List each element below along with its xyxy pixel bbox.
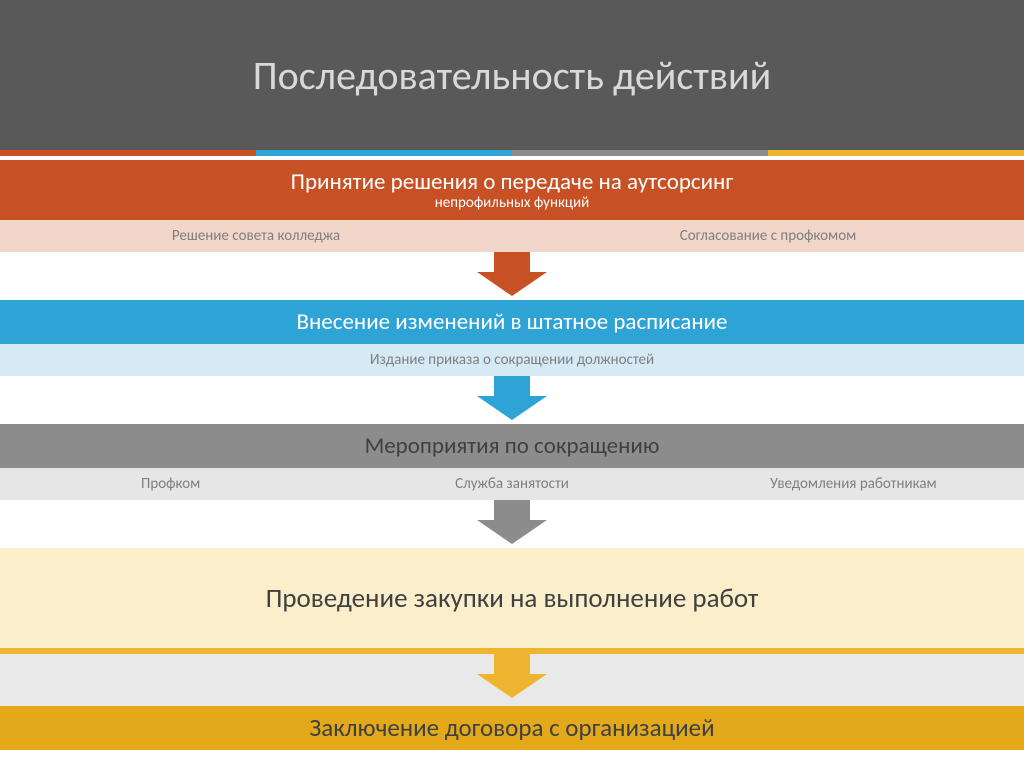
- slide-title-text: Последовательность действий: [253, 51, 771, 100]
- step-1-subtitle: непрофильных функций: [435, 195, 590, 212]
- stripe-blue: [256, 150, 512, 156]
- arrow-3: [0, 500, 1024, 548]
- arrow-1: [0, 252, 1024, 300]
- stripe-yellow: [768, 150, 1024, 156]
- step-1-sub-b: Согласование с профкомом: [512, 220, 1024, 252]
- accent-stripes: [0, 150, 1024, 156]
- arrow-down-icon: [472, 654, 552, 698]
- step-5: Заключение договора с организацией: [0, 706, 1024, 750]
- stripe-gray: [512, 150, 768, 156]
- step-3-sub-c: Уведомления работникам: [683, 468, 1024, 500]
- step-3-sub-a: Профком: [0, 468, 341, 500]
- arrow-down-icon: [472, 252, 552, 296]
- slide-title: Последовательность действий: [0, 0, 1024, 150]
- step-2-sub-a: Издание приказа о сокращении должностей: [0, 344, 1024, 376]
- step-5-title: Заключение договора с организацией: [309, 714, 714, 743]
- step-3-title: Мероприятия по сокращению: [365, 433, 660, 459]
- step-3: Мероприятия по сокращению: [0, 424, 1024, 468]
- step-4: Проведение закупки на выполнение работ: [0, 548, 1024, 648]
- step-1-title: Принятие решения о передаче на аутсорсин…: [291, 169, 734, 195]
- step-3-sub-b: Служба занятости: [341, 468, 682, 500]
- step-1: Принятие решения о передаче на аутсорсин…: [0, 160, 1024, 220]
- arrow-down-icon: [472, 500, 552, 544]
- step-1-sub-a: Решение совета колледжа: [0, 220, 512, 252]
- step-1-subs: Решение совета колледжа Согласование с п…: [0, 220, 1024, 252]
- arrow-2: [0, 376, 1024, 424]
- arrow-down-icon: [472, 376, 552, 420]
- step-2-title: Внесение изменений в штатное расписание: [296, 309, 727, 335]
- stripe-orange: [0, 150, 256, 156]
- step-2: Внесение изменений в штатное расписание: [0, 300, 1024, 344]
- step-4-title: Проведение закупки на выполнение работ: [266, 582, 759, 615]
- arrow-4: [0, 654, 1024, 706]
- step-2-subs: Издание приказа о сокращении должностей: [0, 344, 1024, 376]
- step-3-subs: Профком Служба занятости Уведомления раб…: [0, 468, 1024, 500]
